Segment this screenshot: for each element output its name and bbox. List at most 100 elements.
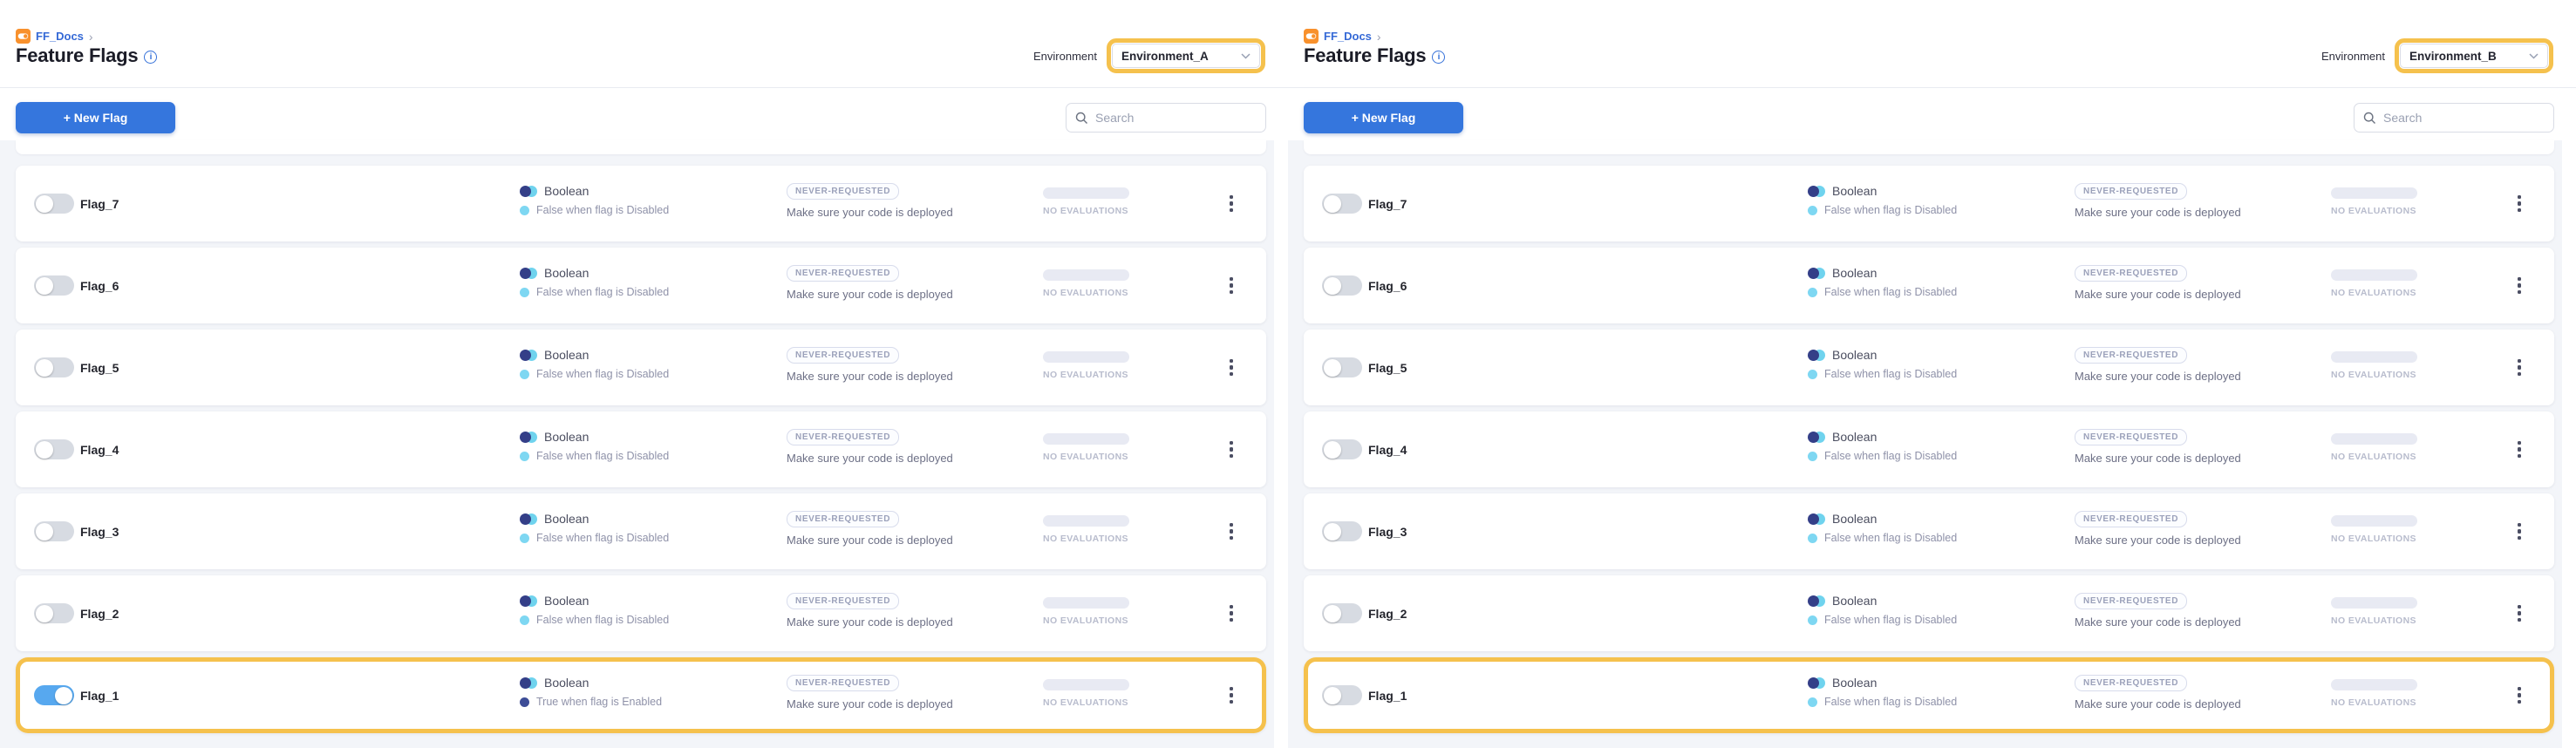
flag-toggle[interactable]: [1322, 603, 1362, 623]
breadcrumb-project-link[interactable]: FF_Docs: [36, 30, 84, 43]
new-flag-button[interactable]: + New Flag: [16, 102, 175, 133]
kebab-menu-icon[interactable]: [2508, 330, 2531, 405]
kebab-menu-icon[interactable]: [2508, 657, 2531, 733]
flag-row[interactable]: Flag_1 Boolean True when flag is Enabled…: [16, 657, 1266, 733]
breadcrumb: FF_Docs ›: [16, 29, 93, 44]
kebab-menu-icon[interactable]: [1220, 575, 1243, 651]
toggle-knob: [1324, 522, 1341, 541]
variation-label: False when flag is Disabled: [1824, 450, 1958, 462]
flag-row[interactable]: Flag_3 Boolean False when flag is Disabl…: [16, 493, 1266, 569]
search-icon: [1075, 112, 1087, 124]
flag-toggle[interactable]: [34, 439, 74, 459]
evaluations-bar: [1043, 187, 1129, 199]
flag-row[interactable]: Flag_4 Boolean False when flag is Disabl…: [16, 411, 1266, 487]
flag-row[interactable]: Flag_5 Boolean False when flag is Disabl…: [16, 330, 1266, 405]
flag-toggle[interactable]: [1322, 521, 1362, 541]
evaluations-bar: [2331, 269, 2417, 281]
search-icon: [2363, 112, 2375, 124]
flag-toggle[interactable]: [34, 194, 74, 214]
flag-toggle[interactable]: [34, 685, 74, 705]
flag-name: Flag_6: [1368, 278, 1407, 293]
flag-name: Flag_4: [80, 442, 119, 457]
kebab-menu-icon[interactable]: [1220, 330, 1243, 405]
boolean-type-icon: [520, 431, 537, 443]
flag-name: Flag_5: [1368, 360, 1407, 375]
flag-row[interactable]: Flag_7 Boolean False when flag is Disabl…: [1304, 166, 2554, 241]
variation-dot-icon: [1808, 369, 1817, 379]
status-note: Make sure your code is deployed: [2075, 452, 2241, 465]
chevron-down-icon: [2529, 52, 2539, 59]
boolean-type-icon: [1808, 513, 1825, 525]
variation-dot-icon: [1808, 287, 1817, 297]
flag-row[interactable]: Flag_6 Boolean False when flag is Disabl…: [16, 248, 1266, 323]
search-input[interactable]: [2383, 111, 2545, 125]
search-box[interactable]: [2354, 103, 2554, 133]
kebab-menu-icon[interactable]: [1220, 248, 1243, 323]
flag-toggle[interactable]: [1322, 685, 1362, 705]
kebab-menu-icon[interactable]: [1220, 657, 1243, 733]
boolean-type-icon: [520, 677, 537, 689]
flag-row-partial: [1304, 140, 2554, 154]
variation-dot-icon: [520, 369, 529, 379]
status-note: Make sure your code is deployed: [787, 452, 953, 465]
flag-toggle[interactable]: [34, 521, 74, 541]
environment-select-highlight: Environment_B: [2395, 38, 2553, 73]
status-badge: NEVER-REQUESTED: [787, 265, 900, 282]
variation-label: True when flag is Enabled: [536, 696, 663, 708]
kebab-menu-icon[interactable]: [2508, 166, 2531, 241]
flag-name: Flag_2: [1368, 606, 1407, 621]
evaluations-bar: [2331, 679, 2417, 690]
search-box[interactable]: [1066, 103, 1266, 133]
boolean-type-icon: [520, 595, 537, 607]
variation-dot-icon: [1808, 697, 1817, 707]
flag-list: Flag_7 Boolean False when flag is Disabl…: [1288, 140, 2562, 748]
variation-dot-icon: [520, 615, 529, 625]
flag-toggle[interactable]: [34, 603, 74, 623]
kebab-menu-icon[interactable]: [2508, 575, 2531, 651]
flag-row[interactable]: Flag_6 Boolean False when flag is Disabl…: [1304, 248, 2554, 323]
variation-label: False when flag is Disabled: [536, 204, 670, 216]
kebab-menu-icon[interactable]: [2508, 248, 2531, 323]
search-input[interactable]: [1095, 111, 1257, 125]
variation-dot-icon: [1808, 205, 1817, 215]
environment-value: Environment_A: [1121, 49, 1209, 63]
environment-label: Environment: [1033, 49, 1097, 63]
flag-row[interactable]: Flag_2 Boolean False when flag is Disabl…: [16, 575, 1266, 651]
variation-dot-icon: [1808, 615, 1817, 625]
environment-select[interactable]: Environment_A: [1112, 44, 1260, 68]
flag-toggle[interactable]: [1322, 275, 1362, 296]
kebab-menu-icon[interactable]: [1220, 411, 1243, 487]
evaluations-label: NO EVALUATIONS: [1043, 615, 1128, 626]
flag-toggle[interactable]: [34, 275, 74, 296]
toggle-knob: [36, 440, 53, 459]
flag-module-icon: [16, 29, 31, 44]
kebab-menu-icon[interactable]: [1220, 166, 1243, 241]
environment-select[interactable]: Environment_B: [2400, 44, 2548, 68]
status-badge: NEVER-REQUESTED: [2075, 675, 2188, 691]
toggle-knob: [1324, 604, 1341, 622]
info-icon[interactable]: i: [144, 51, 158, 64]
flag-row[interactable]: Flag_5 Boolean False when flag is Disabl…: [1304, 330, 2554, 405]
flag-row[interactable]: Flag_2 Boolean False when flag is Disabl…: [1304, 575, 2554, 651]
kebab-menu-icon[interactable]: [1220, 493, 1243, 569]
flag-toggle[interactable]: [1322, 194, 1362, 214]
new-flag-button[interactable]: + New Flag: [1304, 102, 1463, 133]
flag-row[interactable]: Flag_3 Boolean False when flag is Disabl…: [1304, 493, 2554, 569]
flag-row[interactable]: Flag_4 Boolean False when flag is Disabl…: [1304, 411, 2554, 487]
flag-toggle[interactable]: [34, 357, 74, 377]
flag-toggle[interactable]: [1322, 439, 1362, 459]
breadcrumb-project-link[interactable]: FF_Docs: [1324, 30, 1372, 43]
kebab-menu-icon[interactable]: [2508, 493, 2531, 569]
info-icon[interactable]: i: [1432, 51, 1446, 64]
flag-name: Flag_6: [80, 278, 119, 293]
evaluations-bar: [2331, 351, 2417, 363]
flag-row[interactable]: Flag_7 Boolean False when flag is Disabl…: [16, 166, 1266, 241]
flag-name: Flag_5: [80, 360, 119, 375]
flag-toggle[interactable]: [1322, 357, 1362, 377]
status-note: Make sure your code is deployed: [787, 370, 953, 383]
evaluations-bar: [1043, 433, 1129, 445]
flag-row[interactable]: Flag_1 Boolean False when flag is Disabl…: [1304, 657, 2554, 733]
breadcrumb-chevron-icon: ›: [88, 29, 93, 44]
boolean-type-icon: [520, 513, 537, 525]
kebab-menu-icon[interactable]: [2508, 411, 2531, 487]
